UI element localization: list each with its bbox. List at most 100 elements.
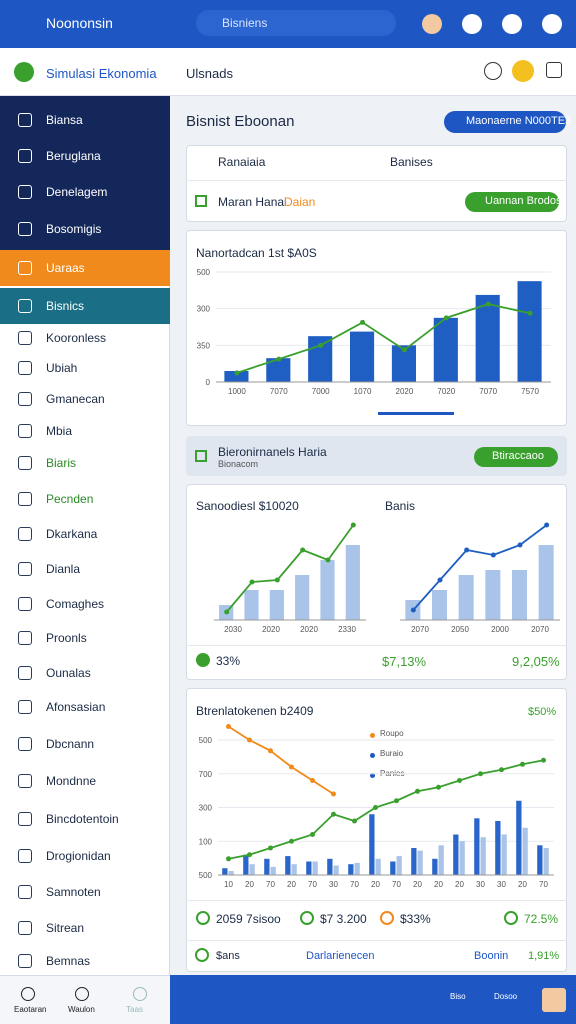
x-tick-label: 7070 [479,387,497,396]
tab-label[interactable]: Dosoo [494,992,518,1001]
search[interactable]: Bisniens [222,16,268,30]
y-tick-label: 100 [199,837,213,846]
sidebar-item[interactable]: Mondnne [46,774,97,788]
bar [306,861,312,875]
tab-label[interactable]: Waulon [68,1005,95,1014]
sidebar-item[interactable]: Afonsasian [46,700,106,714]
header-btn[interactable] [546,62,562,78]
top-icon[interactable] [462,14,482,34]
sidebar-item[interactable]: Biansa [46,113,83,127]
y-tick-label: 500 [197,268,211,277]
top-icon[interactable] [542,14,562,34]
bar [345,545,360,620]
sidebar-item[interactable]: Pecnden [46,492,94,506]
bar [295,575,310,620]
x-tick-label: 70 [266,880,275,889]
sidebar-item[interactable]: Gmanecan [46,392,105,406]
legend-dot [370,773,375,778]
section-button[interactable]: Btiraccaoo [474,447,558,467]
item-icon [18,666,32,680]
x-tick-label: 2030 [224,625,242,634]
x-tick-label: 20 [413,880,422,889]
bar [348,864,354,875]
stat: Darlarienecen [306,950,375,962]
legend-entry: Buraio [380,749,404,758]
row-icon [195,450,207,462]
x-tick-label: 20 [245,880,254,889]
sidebar-item[interactable]: Drogionidan [46,849,111,863]
sidebar-item[interactable]: Samnoten [46,885,101,899]
bar [432,858,438,875]
chart: 500 300 350 0 1000 7070 7000 1070 2020 7020 7070 75… [197,268,551,396]
item-icon [18,331,32,345]
stat-icon [300,911,314,925]
item-icon [18,562,32,576]
sidebar-item[interactable]: Bemnas [46,954,91,968]
top-icon[interactable] [422,14,442,34]
sidebar-item[interactable]: Comaghes [46,597,105,611]
sidebar-item[interactable]: Beruglana [46,149,101,163]
x-tick-label: 2070 [531,625,549,634]
y-tick-label: 500 [199,871,213,880]
sidebar-item[interactable]: Sitrean [46,921,85,935]
brand: Noononsin [46,15,113,31]
item-icon [18,392,32,406]
card [186,145,567,222]
x-tick-label: 70 [392,880,401,889]
x-tick-label: 30 [497,880,506,889]
bar [417,850,423,875]
divider [186,900,567,901]
bar [269,590,284,620]
sidebar-item[interactable]: Bisnics [46,299,85,313]
header-btn[interactable] [512,60,534,82]
x-tick-label: 1000 [228,387,246,396]
tab-icon[interactable] [75,987,89,1001]
sidebar-item[interactable]: Bincdotentoin [46,812,119,826]
stat: Boonin [474,950,509,962]
bar [244,590,259,620]
page-button[interactable]: Maonaerne N000TE3 [444,111,571,133]
header [170,48,576,96]
search-box [196,10,396,36]
card-button[interactable]: Uannan Brodos [465,192,561,212]
tab-icon[interactable] [21,987,35,1001]
item-icon [18,954,32,968]
line-series [228,725,334,795]
stat-icon [195,948,209,962]
item-icon [18,527,32,541]
y-tick-label: 0 [206,378,211,387]
x-tick-label: 7570 [521,387,539,396]
section-subtitle: Bionacom [218,459,259,469]
bar [270,866,276,875]
sidebar-item[interactable]: Proonls [46,631,87,645]
sidebar-item[interactable]: Ounalas [46,666,91,680]
sidebar-item[interactable]: Bosomigis [46,222,102,236]
bar [495,821,501,875]
item-icon [18,261,32,275]
stat: $7,13% [382,654,427,669]
x-tick-label: 2020 [262,625,280,634]
tab-label[interactable]: Eaotaran [14,1005,47,1014]
top-icon[interactable] [502,14,522,34]
chart: 2070 2050 2000 2070 [400,522,560,634]
chart-title: Nanortadcan 1st $A0S [196,246,317,260]
sidebar-item[interactable]: Mbia [46,424,73,438]
bar [438,845,444,875]
x-tick-label: 2020 [300,625,318,634]
sidebar-item[interactable]: Kooronless [46,331,107,345]
sidebar-item[interactable]: Ubiah [46,361,78,375]
sidebar-item[interactable]: Uaraas [46,261,85,275]
tab-label[interactable]: Biso [450,992,466,1001]
bar [433,317,458,382]
sidebar-item[interactable]: Dkarkana [46,527,98,541]
bar [264,858,270,875]
sidebar-item[interactable]: Dbcnann [46,737,95,751]
sidebar-item[interactable]: Dianla [46,562,81,576]
header-btn[interactable] [484,62,502,80]
tab-icon[interactable] [133,987,147,1001]
sidebar-item[interactable]: Denelagem [46,185,108,199]
bar [411,848,417,875]
x-tick-label: 2050 [451,625,469,634]
tab-label[interactable]: Taas [126,1005,143,1014]
sidebar-item[interactable]: Biaris [46,456,77,470]
